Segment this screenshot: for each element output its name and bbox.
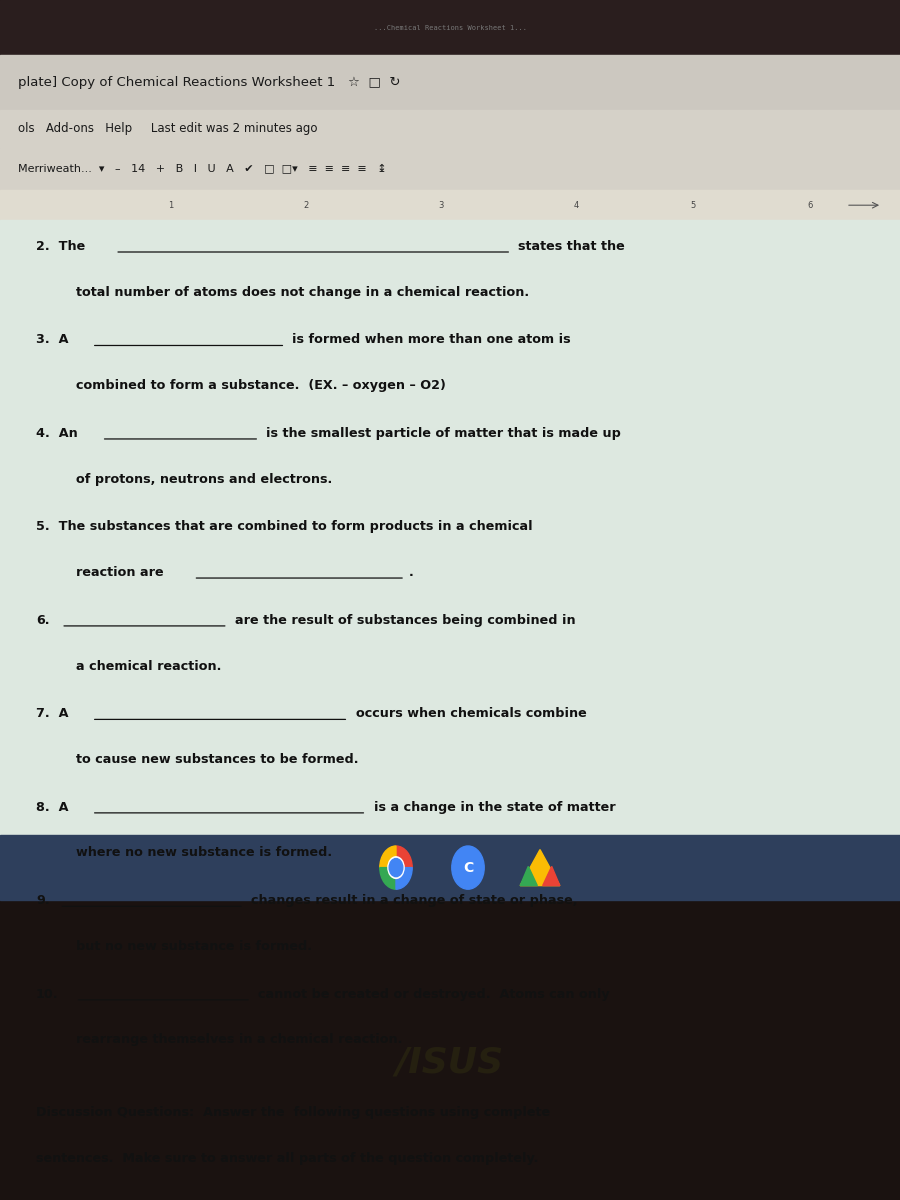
Text: changes result in a change of state or phase,: changes result in a change of state or p… <box>251 894 578 907</box>
Text: where no new substance is formed.: where no new substance is formed. <box>76 846 333 859</box>
Wedge shape <box>396 868 412 889</box>
Text: 2.  The: 2. The <box>36 240 86 253</box>
Wedge shape <box>396 846 412 868</box>
Polygon shape <box>543 866 560 886</box>
Text: .: . <box>409 566 413 580</box>
Wedge shape <box>380 846 396 868</box>
Text: 4: 4 <box>573 200 579 210</box>
Text: is formed when more than one atom is: is formed when more than one atom is <box>292 334 572 347</box>
Text: of protons, neutrons and electrons.: of protons, neutrons and electrons. <box>76 473 333 486</box>
Text: Merriweath...  ▾   –   14   +   B   I   U   A   ✔   □  □▾   ≡  ≡  ≡  ≡   ↨: Merriweath... ▾ – 14 + B I U A ✔ □ □▾ ≡ … <box>18 163 387 173</box>
Bar <box>0 835 900 900</box>
Text: ols   Add-ons   Help     Last edit was 2 minutes ago: ols Add-ons Help Last edit was 2 minutes… <box>18 122 318 134</box>
Text: combined to form a substance.  (EX. – oxygen – O2): combined to form a substance. (EX. – oxy… <box>76 379 446 392</box>
Text: 6: 6 <box>807 200 813 210</box>
Text: reaction are: reaction are <box>76 566 164 580</box>
Polygon shape <box>520 850 560 886</box>
Text: is the smallest particle of matter that is made up: is the smallest particle of matter that … <box>266 427 621 440</box>
Text: 1: 1 <box>168 200 174 210</box>
Text: 7.  A: 7. A <box>36 707 68 720</box>
Text: states that the: states that the <box>518 240 626 253</box>
Text: is a change in the state of matter: is a change in the state of matter <box>374 800 615 814</box>
Circle shape <box>452 846 484 889</box>
Circle shape <box>389 858 403 877</box>
Bar <box>0 220 900 835</box>
Text: 10.: 10. <box>36 988 58 1001</box>
Text: cannot be created or destroyed.  Atoms can only: cannot be created or destroyed. Atoms ca… <box>258 988 610 1001</box>
Polygon shape <box>520 866 537 886</box>
Circle shape <box>388 857 404 878</box>
Wedge shape <box>380 868 396 889</box>
Bar <box>0 148 900 190</box>
Text: 5: 5 <box>690 200 696 210</box>
Text: 8.  A: 8. A <box>36 800 68 814</box>
Text: 3.  A: 3. A <box>36 334 68 347</box>
Text: 9.: 9. <box>36 894 50 907</box>
Text: rearrange themselves in a chemical reaction.: rearrange themselves in a chemical react… <box>76 1033 403 1046</box>
Text: /ISUS: /ISUS <box>396 1045 504 1079</box>
Text: to cause new substances to be formed.: to cause new substances to be formed. <box>76 752 359 766</box>
Text: Discussion Questions:  Answer the  following questions using complete: Discussion Questions: Answer the followi… <box>36 1106 550 1120</box>
Text: 3: 3 <box>438 200 444 210</box>
Text: 4.  An: 4. An <box>36 427 77 440</box>
Text: sentences.  Make sure to answer all parts of the question completely.: sentences. Make sure to answer all parts… <box>36 1152 538 1165</box>
Text: a chemical reaction.: a chemical reaction. <box>76 660 222 672</box>
Bar <box>0 190 900 220</box>
Bar <box>0 55 900 110</box>
Text: 2: 2 <box>303 200 309 210</box>
Bar <box>0 110 900 148</box>
Text: total number of atoms does not change in a chemical reaction.: total number of atoms does not change in… <box>76 286 529 299</box>
Text: occurs when chemicals combine: occurs when chemicals combine <box>356 707 586 720</box>
Text: are the result of substances being combined in: are the result of substances being combi… <box>235 614 575 626</box>
Bar <box>0 0 900 55</box>
Text: C: C <box>463 860 473 875</box>
Text: ...Chemical Reactions Worksheet 1...: ...Chemical Reactions Worksheet 1... <box>374 25 526 31</box>
Text: plate] Copy of Chemical Reactions Worksheet 1   ☆  □  ↻: plate] Copy of Chemical Reactions Worksh… <box>18 77 400 89</box>
Text: but no new substance is formed.: but no new substance is formed. <box>76 940 312 953</box>
Text: 5.  The substances that are combined to form products in a chemical: 5. The substances that are combined to f… <box>36 521 533 534</box>
Bar <box>0 900 900 1200</box>
Text: 6.: 6. <box>36 614 50 626</box>
